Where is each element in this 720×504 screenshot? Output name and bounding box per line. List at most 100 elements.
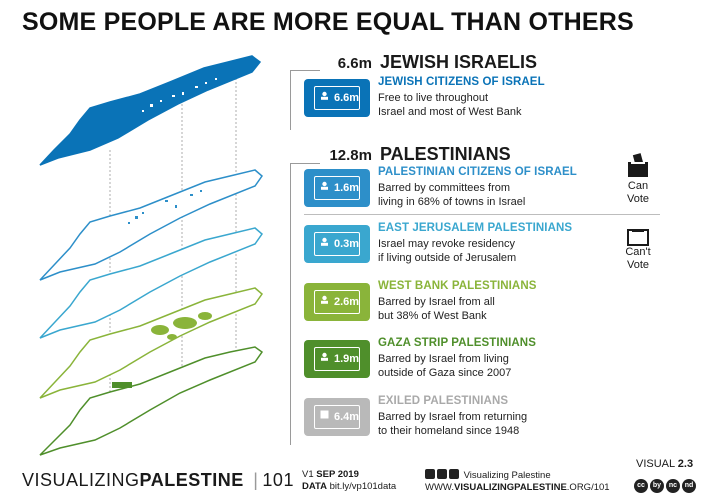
- data-link[interactable]: bit.ly/vp101data: [329, 481, 397, 492]
- creative-commons-icons: cc by nc nd: [632, 474, 696, 493]
- group-name-palestinians: PALESTINIANS: [380, 144, 511, 164]
- id-card-icon: 2.6m: [314, 290, 360, 314]
- visual-label: VISUAL: [636, 458, 675, 470]
- jewish-map-holes: [142, 78, 217, 112]
- card-desc: Barred by Israel from living outside of G…: [378, 352, 511, 380]
- card-desc: Barred by committees from living in 68% o…: [378, 181, 525, 209]
- person-icon: [320, 410, 329, 419]
- card-desc-line: outside of Gaza since 2007: [378, 367, 512, 379]
- group-total-palestinians: 12.8m: [329, 147, 372, 164]
- brand-bold: PALESTINE: [139, 470, 244, 490]
- westbank-areas: [151, 312, 212, 340]
- site-bold[interactable]: VISUALIZINGPALESTINE: [454, 482, 567, 493]
- card-title: WEST BANK PALESTINIANS: [378, 280, 537, 292]
- badge-jewish: 6.6m: [304, 79, 370, 117]
- badge-value: 1.6m: [334, 182, 360, 194]
- card-desc-line: Barred by Israel from returning: [378, 411, 528, 423]
- badge-exiled: 6.4m: [304, 398, 370, 436]
- badge-value: 1.9m: [334, 353, 360, 365]
- card-title: GAZA STRIP PALESTINIANS: [378, 337, 536, 349]
- card-palestinian-citizens: 1.6m PALESTINIAN CITIZENS OF ISRAEL Barr…: [304, 166, 642, 210]
- bracket-top-jewish: [290, 70, 320, 71]
- id-card-icon: 1.6m: [314, 176, 360, 200]
- group-bracket-jewish: [290, 70, 291, 130]
- id-card-icon: 0.3m: [314, 232, 360, 256]
- version-date: SEP 2019: [316, 469, 359, 480]
- badge-value: 2.6m: [334, 296, 360, 308]
- card-desc-line: Barred by Israel from all: [378, 296, 495, 308]
- data-label: DATA: [302, 481, 327, 492]
- map-layer-gaza: [39, 346, 264, 456]
- brand-divider: |: [253, 470, 259, 490]
- gaza-strip-mark: [112, 382, 132, 388]
- card-title: EAST JERUSALEM PALESTINIANS: [378, 222, 573, 234]
- card-exiled: 6.4m EXILED PALESTINIANS Barred by Israe…: [304, 395, 642, 439]
- card-jewish-citizens: 6.6m JEWISH CITIZENS OF ISRAEL Free to l…: [304, 76, 642, 120]
- stacked-maps-illustration: [39, 55, 264, 456]
- card-east-jerusalem: 0.3m EAST JERUSALEM PALESTINIANS Israel …: [304, 222, 642, 266]
- vote-line: Vote: [626, 259, 650, 271]
- id-card-icon: 1.9m: [314, 347, 360, 371]
- map-layer-jewish: [39, 55, 262, 166]
- person-icon: [321, 295, 328, 304]
- version-info: V1 SEP 2019 DATA bit.ly/vp101data: [302, 469, 396, 493]
- page-title: SOME PEOPLE ARE MORE EQUAL THAN OTHERS: [22, 8, 634, 36]
- card-desc-line: if living outside of Jerusalem: [378, 252, 517, 264]
- badge-westbank: 2.6m: [304, 283, 370, 321]
- id-card-icon: 6.4m: [314, 405, 360, 429]
- card-desc-line: Israel may revoke residency: [378, 238, 515, 250]
- card-title: EXILED PALESTINIANS: [378, 395, 509, 407]
- visual-number: VISUAL 2.3: [636, 458, 693, 470]
- cc-icon: cc: [634, 479, 648, 493]
- vote-line: Vote: [626, 193, 650, 205]
- card-title: JEWISH CITIZENS OF ISRAEL: [378, 76, 545, 88]
- group-name-jewish: JEWISH ISRAELIS: [380, 52, 538, 72]
- badge-value: 0.3m: [334, 238, 360, 250]
- card-desc: Israel may revoke residency if living out…: [378, 237, 516, 265]
- person-icon: [321, 237, 328, 246]
- citizens-areas: [128, 190, 202, 224]
- no-ballot-box-icon: [627, 229, 649, 246]
- person-icon: [321, 91, 328, 100]
- cant-vote-label: Can't Vote: [613, 246, 663, 272]
- site-prefix: WWW.: [425, 482, 455, 493]
- facebook-icon[interactable]: [449, 469, 459, 479]
- brand-logo: VISUALIZINGPALESTINE | 101: [22, 470, 294, 491]
- card-desc-line: Free to live throughout: [378, 92, 489, 104]
- version-prefix: V1: [302, 469, 314, 480]
- badge-jerusalem: 0.3m: [304, 225, 370, 263]
- card-desc: Free to live throughout Israel and most o…: [378, 91, 521, 119]
- instagram-icon[interactable]: [425, 469, 435, 479]
- ballot-box-icon: [628, 153, 648, 177]
- badge-citizens: 1.6m: [304, 169, 370, 207]
- vote-line: Can't: [625, 246, 651, 258]
- card-desc: Barred by Israel from returning to their …: [378, 410, 527, 438]
- badge-gaza: 1.9m: [304, 340, 370, 378]
- cc-nd-icon: nd: [682, 479, 696, 493]
- site-suffix: .ORG/101: [566, 482, 610, 493]
- map-layer-jerusalem: [39, 227, 264, 339]
- card-desc-line: but 38% of West Bank: [378, 310, 487, 322]
- brand-light: VISUALIZING: [22, 470, 140, 490]
- badge-value: 6.4m: [334, 411, 360, 423]
- brand-number: 101: [262, 470, 294, 490]
- cc-by-icon: by: [650, 479, 664, 493]
- group-bracket-palestinians: [290, 163, 291, 445]
- person-icon: [321, 181, 328, 190]
- card-gaza-strip: 1.9m GAZA STRIP PALESTINIANS Barred by I…: [304, 337, 642, 381]
- bracket-top-palestinians: [290, 163, 320, 164]
- card-desc-line: Israel and most of West Bank: [378, 106, 522, 118]
- twitter-icon[interactable]: [437, 469, 447, 479]
- card-desc-line: Barred by committees from: [378, 182, 511, 194]
- person-icon: [321, 352, 328, 361]
- card-desc-line: to their homeland since 1948: [378, 425, 520, 437]
- cc-nc-icon: nc: [666, 479, 680, 493]
- card-title: PALESTINIAN CITIZENS OF ISRAEL: [378, 166, 577, 178]
- site-info: Visualizing Palestine WWW.VISUALIZINGPAL…: [425, 469, 610, 494]
- visual-num: 2.3: [677, 458, 694, 470]
- map-layer-citizens: [39, 169, 264, 281]
- group-total-jewish: 6.6m: [337, 55, 372, 72]
- card-desc: Barred by Israel from all but 38% of West…: [378, 295, 495, 323]
- card-desc-line: Barred by Israel from living: [378, 353, 509, 365]
- card-west-bank: 2.6m WEST BANK PALESTINIANS Barred by Is…: [304, 280, 642, 324]
